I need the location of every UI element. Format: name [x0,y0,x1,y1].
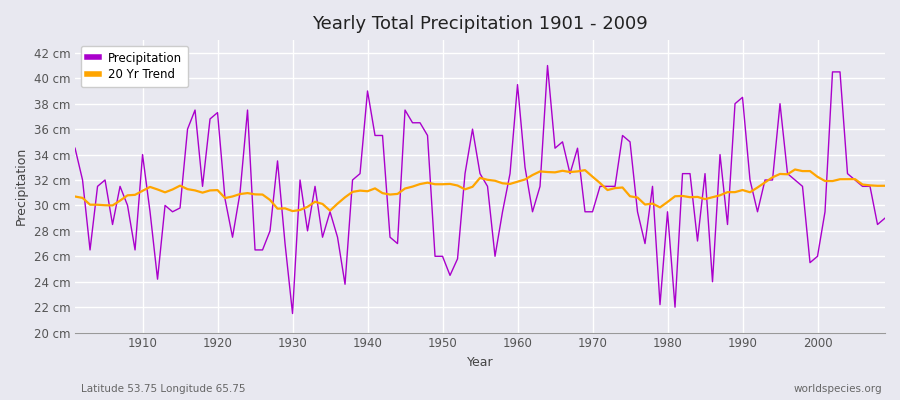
20 Yr Trend [609,186,620,190]
X-axis label: Year: Year [467,356,493,369]
Y-axis label: Precipitation: Precipitation [15,147,28,226]
20 Yr Trend [69,194,80,199]
Title: Yearly Total Precipitation 1901 - 2009: Yearly Total Precipitation 1901 - 2009 [312,15,648,33]
20 Yr Trend [519,177,530,182]
Precipitation [347,178,358,182]
Text: Latitude 53.75 Longitude 65.75: Latitude 53.75 Longitude 65.75 [81,384,246,394]
Legend: Precipitation, 20 Yr Trend: Precipitation, 20 Yr Trend [81,46,188,87]
Precipitation [512,82,523,87]
Line: Precipitation: Precipitation [75,66,885,314]
Precipitation [130,248,140,252]
Precipitation [617,133,628,138]
20 Yr Trend [512,179,523,184]
Precipitation [302,228,313,233]
20 Yr Trend [879,183,890,188]
20 Yr Trend [287,209,298,214]
20 Yr Trend [789,167,800,172]
20 Yr Trend [130,192,140,197]
Precipitation [287,311,298,316]
Line: 20 Yr Trend: 20 Yr Trend [75,170,885,211]
20 Yr Trend [302,204,313,209]
Precipitation [542,63,553,68]
Text: worldspecies.org: worldspecies.org [794,384,882,394]
Precipitation [519,165,530,170]
Precipitation [69,146,80,150]
20 Yr Trend [347,190,358,194]
Precipitation [879,216,890,220]
